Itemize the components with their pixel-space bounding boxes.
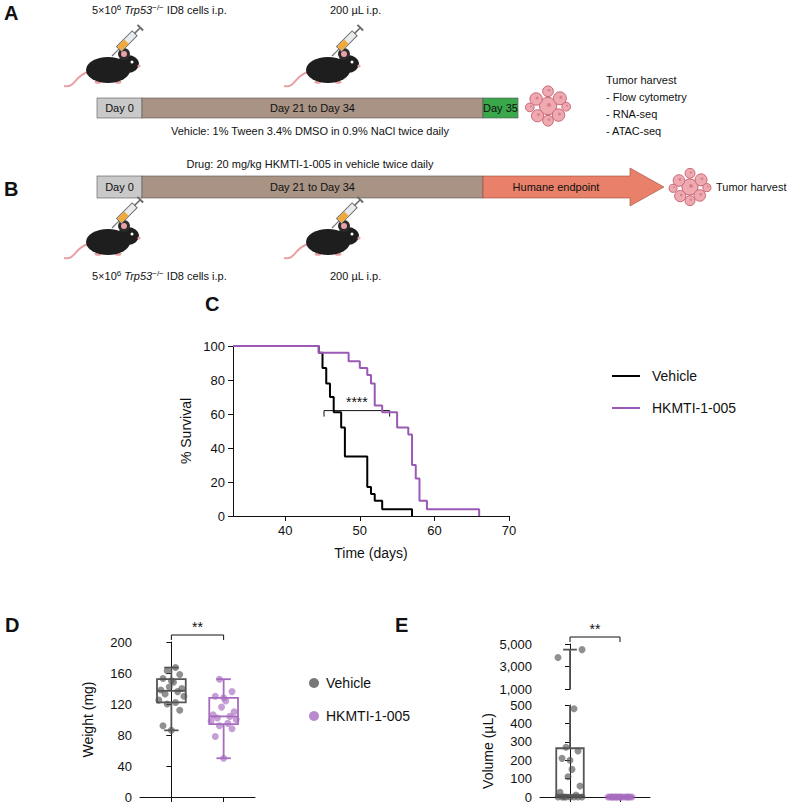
svg-text:Humane endpoint: Humane endpoint bbox=[513, 181, 600, 193]
svg-text:Tumor harvest: Tumor harvest bbox=[606, 74, 677, 86]
svg-text:40: 40 bbox=[211, 441, 225, 456]
svg-text:**: ** bbox=[590, 621, 601, 637]
svg-text:200: 200 bbox=[510, 753, 532, 768]
svg-text:80: 80 bbox=[211, 373, 225, 388]
svg-text:**: ** bbox=[192, 619, 203, 635]
svg-text:5×106 Trp53−/− ID8 cells i.p.: 5×106 Trp53−/− ID8 cells i.p. bbox=[92, 269, 227, 282]
svg-text:50: 50 bbox=[353, 523, 367, 538]
svg-text:0: 0 bbox=[218, 509, 225, 524]
svg-text:Volume (µL): Volume (µL) bbox=[480, 713, 496, 789]
svg-text:- Flow cytometry: - Flow cytometry bbox=[606, 91, 687, 103]
svg-text:40: 40 bbox=[278, 523, 292, 538]
svg-text:- RNA-seq: - RNA-seq bbox=[606, 108, 657, 120]
svg-text:3,000: 3,000 bbox=[499, 659, 532, 674]
svg-text:C: C bbox=[205, 293, 219, 315]
svg-text:5×106 Trp53−/− ID8 cells i.p.: 5×106 Trp53−/− ID8 cells i.p. bbox=[92, 3, 227, 16]
svg-text:70: 70 bbox=[502, 523, 516, 538]
svg-text:Vehicle: Vehicle bbox=[652, 368, 697, 384]
svg-text:60: 60 bbox=[427, 523, 441, 538]
svg-text:Vehicle: Vehicle bbox=[326, 675, 371, 691]
svg-text:D: D bbox=[5, 614, 19, 636]
svg-text:1,000: 1,000 bbox=[499, 682, 532, 697]
svg-text:5,000: 5,000 bbox=[499, 637, 532, 652]
svg-text:% Survival: % Survival bbox=[178, 398, 194, 464]
svg-text:0: 0 bbox=[125, 790, 132, 805]
svg-text:****: **** bbox=[346, 394, 368, 410]
svg-text:Drug: 20 mg/kg HKMTI-1-005 in: Drug: 20 mg/kg HKMTI-1-005 in vehicle tw… bbox=[187, 158, 434, 170]
svg-text:Day 0: Day 0 bbox=[105, 102, 134, 114]
svg-text:Day 35: Day 35 bbox=[483, 102, 518, 114]
svg-text:200: 200 bbox=[110, 635, 132, 650]
svg-text:HKMTI-1-005: HKMTI-1-005 bbox=[326, 708, 410, 724]
svg-text:160: 160 bbox=[110, 666, 132, 681]
svg-text:0: 0 bbox=[525, 790, 532, 805]
svg-text:500: 500 bbox=[510, 698, 532, 713]
svg-text:Day 21 to Day 34: Day 21 to Day 34 bbox=[270, 181, 355, 193]
svg-text:B: B bbox=[4, 178, 18, 200]
svg-text:Weight (mg): Weight (mg) bbox=[80, 682, 96, 758]
svg-text:A: A bbox=[4, 2, 18, 24]
svg-text:80: 80 bbox=[118, 728, 132, 743]
svg-text:E: E bbox=[395, 614, 408, 636]
svg-text:HKMTI-1-005: HKMTI-1-005 bbox=[652, 400, 736, 416]
svg-text:Day 0: Day 0 bbox=[105, 181, 134, 193]
svg-text:200 µL i.p.: 200 µL i.p. bbox=[330, 4, 381, 16]
svg-text:300: 300 bbox=[510, 734, 532, 749]
svg-text:60: 60 bbox=[211, 407, 225, 422]
svg-text:Vehicle: 1% Tween 3.4% DMSO in: Vehicle: 1% Tween 3.4% DMSO in 0.9% NaCl… bbox=[171, 125, 449, 137]
svg-text:40: 40 bbox=[118, 759, 132, 774]
svg-text:100: 100 bbox=[510, 771, 532, 786]
svg-text:400: 400 bbox=[510, 716, 532, 731]
svg-text:Time (days): Time (days) bbox=[334, 545, 407, 561]
svg-text:20: 20 bbox=[211, 475, 225, 490]
svg-text:Day 21 to Day 34: Day 21 to Day 34 bbox=[270, 102, 355, 114]
svg-text:Tumor harvest: Tumor harvest bbox=[716, 181, 787, 193]
svg-text:- ATAC-seq: - ATAC-seq bbox=[606, 125, 661, 137]
svg-text:200 µL i.p.: 200 µL i.p. bbox=[330, 270, 381, 282]
svg-text:120: 120 bbox=[110, 697, 132, 712]
svg-text:100: 100 bbox=[203, 339, 225, 354]
